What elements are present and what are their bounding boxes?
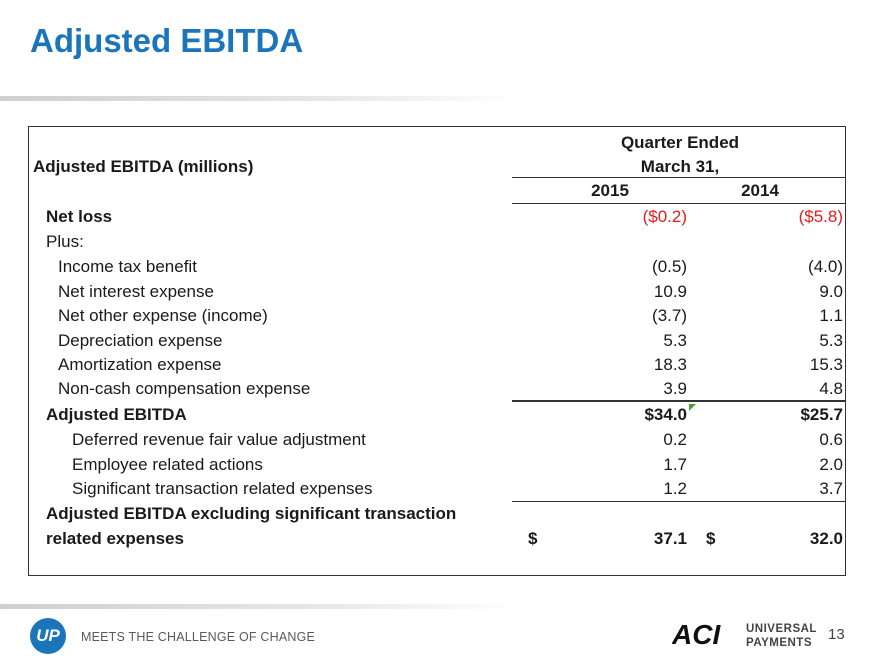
row-net-other-2014: 1.1	[819, 306, 843, 325]
aci-subtitle-line2: PAYMENTS	[746, 637, 812, 649]
row-depreciation-2014: 5.3	[819, 331, 843, 350]
row-income-tax-label: Income tax benefit	[58, 257, 197, 276]
row-employee-actions-2015: 1.7	[663, 455, 687, 474]
row-deferred-revenue-2015: 0.2	[663, 430, 687, 449]
up-logo: UP	[30, 618, 66, 654]
year-2014-header: 2014	[741, 181, 779, 200]
row-amortization-2014: 15.3	[809, 355, 843, 374]
page-title: Adjusted EBITDA	[30, 22, 304, 59]
row-net-other-2015: (3.7)	[652, 306, 687, 325]
row-net-loss-label: Net loss	[46, 207, 113, 226]
cell-comment-marker	[689, 404, 696, 411]
row-adjusted-ebitda-label: Adjusted EBITDA	[46, 405, 187, 424]
row-significant-transaction-2014: 3.7	[819, 479, 843, 498]
year-2015-header: 2015	[591, 181, 629, 200]
row-noncash-comp-2014: 4.8	[819, 379, 843, 398]
row-depreciation-2015: 5.3	[663, 331, 687, 350]
row-employee-actions-label: Employee related actions	[72, 455, 263, 474]
row-income-tax-2014: (4.0)	[808, 257, 843, 276]
row-plus-label: Plus:	[46, 232, 84, 251]
row-deferred-revenue-2014: 0.6	[819, 430, 843, 449]
subtotal-rule	[512, 400, 845, 402]
ebitda-table-panel	[28, 126, 846, 576]
footer-divider	[0, 604, 520, 609]
row-final-label-line1: Adjusted EBITDA excluding significant tr…	[46, 504, 457, 523]
row-final-currency-2015: $	[528, 529, 538, 548]
row-final-label-line2: related expenses	[46, 529, 184, 548]
row-adjusted-ebitda-2015: $34.0	[644, 405, 687, 424]
header-divider	[0, 96, 520, 101]
row-final-currency-2014: $	[706, 529, 716, 548]
row-significant-transaction-2015: 1.2	[663, 479, 687, 498]
header-rule	[512, 177, 845, 178]
aci-subtitle: UNIVERSAL PAYMENTS	[746, 622, 817, 650]
aci-logo: ACI	[672, 620, 721, 648]
row-noncash-comp-2015: 3.9	[663, 379, 687, 398]
row-final-2014: 32.0	[809, 529, 843, 548]
table-label: Adjusted EBITDA (millions)	[33, 157, 254, 176]
row-noncash-comp-label: Non-cash compensation expense	[58, 379, 311, 398]
footer-tagline: MEETS THE CHALLENGE OF CHANGE	[81, 630, 316, 644]
row-adjusted-ebitda-2014: $25.7	[800, 405, 843, 424]
row-net-interest-2014: 9.0	[819, 282, 843, 301]
row-deferred-revenue-label: Deferred revenue fair value adjustment	[72, 430, 366, 449]
aci-subtitle-line1: UNIVERSAL	[746, 623, 817, 635]
row-final-2015: 37.1	[653, 529, 687, 548]
row-net-loss-2014: ($5.8)	[798, 207, 843, 226]
row-net-interest-2015: 10.9	[653, 282, 687, 301]
row-amortization-2015: 18.3	[653, 355, 687, 374]
row-income-tax-2015: (0.5)	[652, 257, 687, 276]
row-employee-actions-2014: 2.0	[819, 455, 843, 474]
year-rule	[512, 203, 845, 204]
page-number: 13	[828, 626, 845, 643]
row-net-other-label: Net other expense (income)	[58, 306, 268, 325]
row-significant-transaction-label: Significant transaction related expenses	[72, 479, 373, 498]
total-rule	[512, 501, 845, 502]
aci-logo-text: ACI	[672, 620, 721, 648]
period-header-line2: March 31,	[640, 157, 720, 176]
period-header-line1: Quarter Ended	[620, 133, 740, 152]
row-net-loss-2015: ($0.2)	[642, 207, 687, 226]
row-depreciation-label: Depreciation expense	[58, 331, 223, 350]
row-amortization-label: Amortization expense	[58, 355, 222, 374]
row-net-interest-label: Net interest expense	[58, 282, 214, 301]
